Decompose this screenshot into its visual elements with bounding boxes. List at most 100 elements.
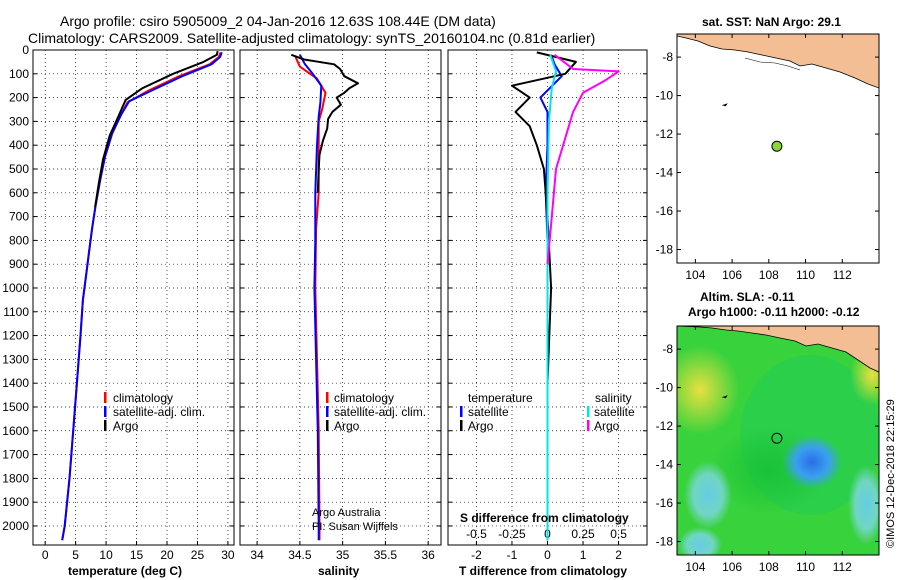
- t-difference-x-axis: -2 -1 0 1 2: [471, 541, 622, 562]
- series-argo: [94, 51, 219, 208]
- depth-tick-label: 800: [9, 233, 29, 247]
- legend-s-argo-swatch: [587, 420, 590, 431]
- legend-climatology: climatology: [334, 391, 394, 405]
- salinity-grid: [240, 49, 441, 545]
- lon-tick-label: 104: [685, 268, 705, 282]
- profile-location-marker: [771, 140, 783, 152]
- legend-satellite-swatch: [104, 406, 107, 417]
- salinity-legend: climatology satellite-adj. clim. Argo: [326, 391, 426, 433]
- difference-panel: -2 -1 0 1 2 -0.5 -0.25 0 0.25 0.5 S difference f…: [447, 49, 648, 578]
- previous-profile-marker: [721, 103, 728, 107]
- lon-tick-label: 112: [833, 268, 852, 282]
- java-landmass: [677, 34, 879, 89]
- temperature-axes-frame: [32, 49, 235, 546]
- x-tick-label: 30: [221, 548, 235, 562]
- sla-map-title: Altim. SLA: -0.11: [700, 290, 795, 304]
- sla-low-blue: [782, 435, 842, 489]
- lat-tick-label: -8: [662, 50, 673, 64]
- lat-tick-label: -16: [656, 496, 674, 510]
- depth-tick-label: 0: [22, 43, 29, 57]
- x-tick-label: -2: [471, 548, 482, 562]
- depth-tick-label: 600: [9, 186, 29, 200]
- lon-tick-label: 108: [759, 268, 779, 282]
- legend-temperature-title: temperature: [468, 391, 533, 405]
- x-tick-label: 2: [615, 548, 622, 562]
- x-tick-label: 35.5: [374, 548, 398, 562]
- x-tick-label: 34: [250, 548, 264, 562]
- sla-low-cyan: [684, 461, 732, 529]
- series-s-argo: [546, 54, 620, 265]
- depth-tick-label: 1600: [2, 424, 29, 438]
- temperature-series: [61, 51, 223, 541]
- depth-tick-label: 1700: [2, 448, 29, 462]
- lat-tick-label: -14: [656, 166, 674, 180]
- lon-tick-label: 110: [796, 560, 815, 574]
- salinity-series: [290, 53, 359, 541]
- sst-map-axes: 104 106 108 110 112 -8 -10 -12 -14 -16 -18: [656, 34, 879, 282]
- sst-map: sat. SST: NaN Argo: 29.1 104 106 108 110 112…: [656, 15, 880, 282]
- x-tick-label: 5: [72, 548, 79, 562]
- lat-tick-label: -18: [656, 535, 674, 549]
- legend-t-satellite: satellite: [468, 405, 509, 419]
- depth-tick-label: 200: [9, 91, 29, 105]
- lat-tick-label: -10: [656, 381, 674, 395]
- x-tick-label: 10: [99, 548, 113, 562]
- legend-t-satellite-swatch: [460, 406, 463, 417]
- x-tick-label: 20: [160, 548, 174, 562]
- lon-tick-label: 108: [759, 560, 779, 574]
- sla-map-frame: [676, 325, 880, 556]
- lat-tick-label: -12: [656, 127, 674, 141]
- legend-s-argo: Argo: [594, 419, 620, 433]
- annotation-pi: PI: Susan Wijffels: [312, 521, 398, 533]
- salinity-axes-frame: [239, 49, 442, 546]
- temperature-grid: [33, 49, 234, 545]
- lat-tick-label: -10: [656, 89, 674, 103]
- profile-location-marker: [771, 432, 783, 444]
- previous-profile-marker: [721, 395, 728, 399]
- lon-tick-label: 112: [833, 560, 852, 574]
- depth-tick-label: 1400: [2, 376, 29, 390]
- legend-climatology: climatology: [113, 391, 173, 405]
- legend-argo-swatch: [104, 420, 107, 431]
- x-tick-label: 0: [544, 548, 551, 562]
- s-tick-label: -0.25: [498, 527, 526, 541]
- s-difference-xlabel: S difference from climatology: [460, 511, 629, 525]
- sla-map: Altim. SLA: -0.11 Argo h1000: -0.11 h200…: [656, 290, 897, 574]
- depth-tick-label: 300: [9, 114, 29, 128]
- lat-tick-label: -8: [662, 342, 673, 356]
- x-tick-label: -1: [507, 548, 518, 562]
- depth-tick-label: 700: [9, 210, 29, 224]
- legend-t-argo: Argo: [468, 419, 494, 433]
- java-landmass: [677, 326, 879, 373]
- salinity-x-axis: 34 34.5 35 35.5 36: [250, 541, 435, 562]
- difference-series: [511, 51, 620, 541]
- t-difference-xlabel: T difference from climatology: [459, 564, 627, 578]
- temperature-panel: 0100200300400500600700800900100011001200…: [2, 43, 235, 578]
- x-tick-label: 15: [130, 548, 144, 562]
- x-tick-label: 36: [421, 548, 435, 562]
- legend-satellite: satellite-adj. clim.: [113, 405, 205, 419]
- figure-title-line1: Argo profile: csiro 5905009_2 04-Jan-201…: [60, 13, 496, 29]
- depth-tick-label: 400: [9, 138, 29, 152]
- sla-low-cyan: [678, 527, 722, 555]
- legend-satellite: satellite-adj. clim.: [334, 405, 426, 419]
- depth-tick-label: 1900: [2, 495, 29, 509]
- lat-tick-label: -18: [656, 243, 674, 257]
- figure-title-line2: Climatology: CARS2009. Satellite-adjuste…: [28, 30, 595, 46]
- depth-tick-label: 1300: [2, 352, 29, 366]
- sla-low-cyan: [848, 465, 879, 545]
- sst-map-title: sat. SST: NaN Argo: 29.1: [702, 15, 841, 29]
- s-tick-label: 0.25: [571, 527, 595, 541]
- x-tick-label: 25: [191, 548, 205, 562]
- legend-t-argo-swatch: [460, 420, 463, 431]
- difference-legend: temperature salinity satellite Argo sate…: [460, 391, 635, 433]
- legend-argo-swatch: [326, 420, 329, 431]
- annotation-argo-australia: Argo Australia: [312, 507, 381, 519]
- legend-argo: Argo: [334, 419, 360, 433]
- sla-map-subtitle: Argo h1000: -0.11 h2000: -0.12: [688, 305, 860, 319]
- coastline-contour: [744, 57, 801, 71]
- sst-map-frame: [676, 33, 880, 264]
- lon-tick-label: 106: [722, 560, 742, 574]
- salinity-xlabel: salinity: [318, 564, 360, 578]
